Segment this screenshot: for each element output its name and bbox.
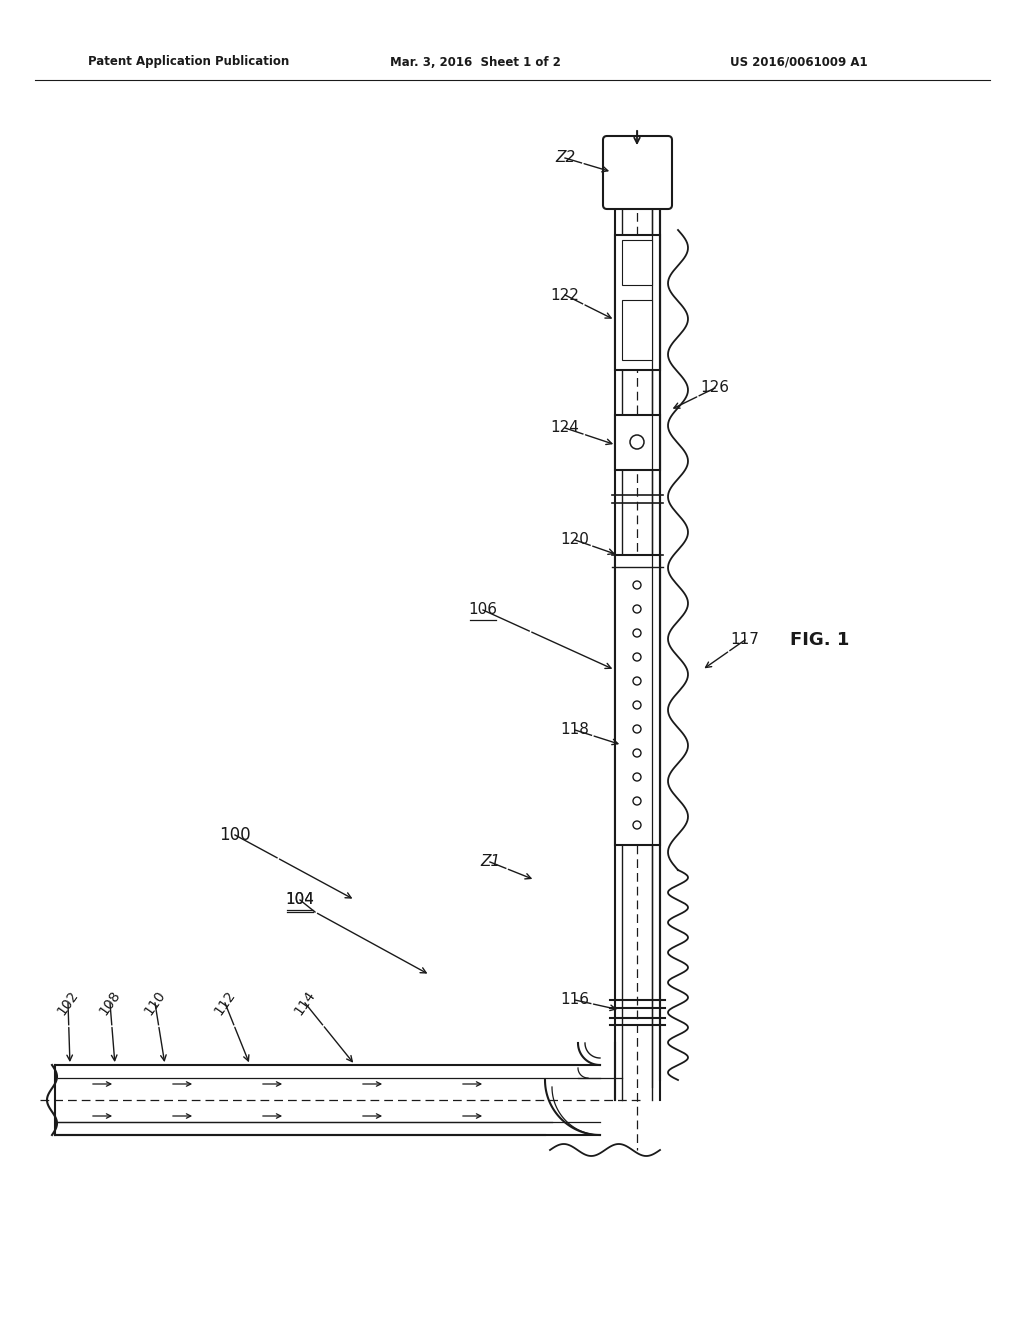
- Text: FIG. 1: FIG. 1: [790, 631, 849, 649]
- Text: 106: 106: [469, 602, 498, 618]
- Text: Patent Application Publication: Patent Application Publication: [88, 55, 289, 69]
- Circle shape: [633, 797, 641, 805]
- Text: 112: 112: [212, 989, 239, 1018]
- Bar: [615, 554, 660, 845]
- Circle shape: [633, 774, 641, 781]
- Bar: [622, 300, 652, 360]
- Text: 102: 102: [54, 989, 81, 1018]
- Text: 120: 120: [560, 532, 590, 548]
- Text: 104: 104: [286, 892, 314, 908]
- Text: 126: 126: [700, 380, 729, 396]
- Bar: [615, 414, 660, 470]
- Circle shape: [633, 605, 641, 612]
- Text: Mar. 3, 2016  Sheet 1 of 2: Mar. 3, 2016 Sheet 1 of 2: [390, 55, 561, 69]
- Text: 104: 104: [286, 892, 314, 908]
- Circle shape: [633, 725, 641, 733]
- Text: 118: 118: [560, 722, 590, 738]
- Text: 124: 124: [551, 421, 580, 436]
- Text: 100: 100: [219, 826, 251, 843]
- Circle shape: [633, 748, 641, 756]
- Bar: [615, 235, 660, 370]
- Text: 108: 108: [96, 989, 123, 1018]
- Circle shape: [633, 701, 641, 709]
- Text: 117: 117: [730, 632, 760, 648]
- Text: Z2: Z2: [555, 150, 575, 165]
- Circle shape: [633, 821, 641, 829]
- Text: 122: 122: [551, 288, 580, 302]
- Circle shape: [633, 677, 641, 685]
- Text: US 2016/0061009 A1: US 2016/0061009 A1: [730, 55, 867, 69]
- Circle shape: [633, 630, 641, 638]
- FancyBboxPatch shape: [603, 136, 672, 209]
- Bar: [622, 240, 652, 285]
- Circle shape: [630, 436, 644, 449]
- Text: Z1: Z1: [480, 854, 500, 870]
- Circle shape: [633, 581, 641, 589]
- Circle shape: [633, 653, 641, 661]
- Text: 114: 114: [292, 989, 318, 1018]
- Text: 116: 116: [560, 993, 590, 1007]
- Text: 110: 110: [141, 989, 168, 1018]
